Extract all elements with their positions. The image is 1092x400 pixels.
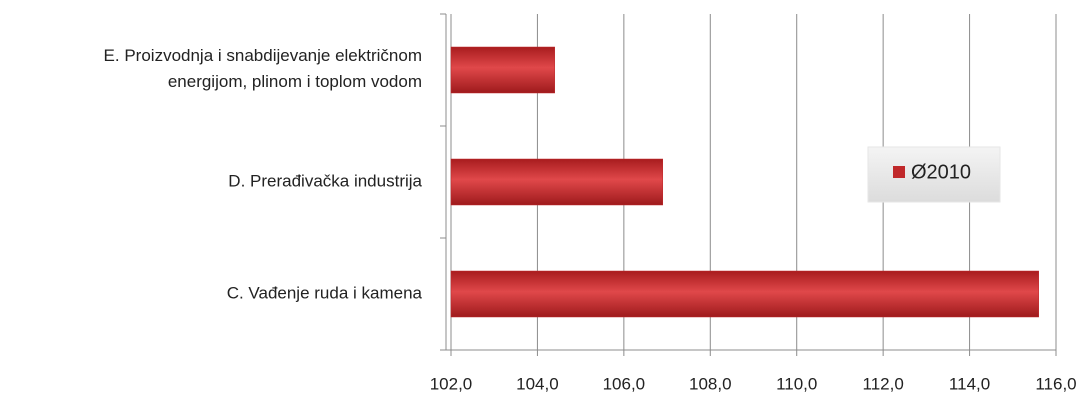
bar: [450, 46, 555, 94]
bar: [450, 158, 663, 206]
y-tick-label: C. Vađenje ruda i kamena: [227, 283, 423, 302]
x-tick-label: 108,0: [689, 374, 732, 393]
x-tick-label: 114,0: [949, 374, 990, 393]
x-tick-label: 102,0: [430, 374, 473, 393]
x-tick-label: 106,0: [603, 374, 646, 393]
y-tick-label: D. Prerađivačka industrija: [228, 171, 422, 190]
y-tick-label: E. Proizvodnja i snabdijevanje električn…: [104, 46, 422, 91]
x-tick-label: 112,0: [863, 374, 904, 393]
legend-swatch: [893, 166, 905, 178]
x-tick-label: 110,0: [776, 374, 817, 393]
x-tick-label: 116,0: [1035, 374, 1076, 393]
legend-label: Ø2010: [911, 161, 971, 183]
bar: [450, 270, 1039, 318]
legend-box: [867, 146, 1001, 203]
x-tick-label: 104,0: [516, 374, 559, 393]
